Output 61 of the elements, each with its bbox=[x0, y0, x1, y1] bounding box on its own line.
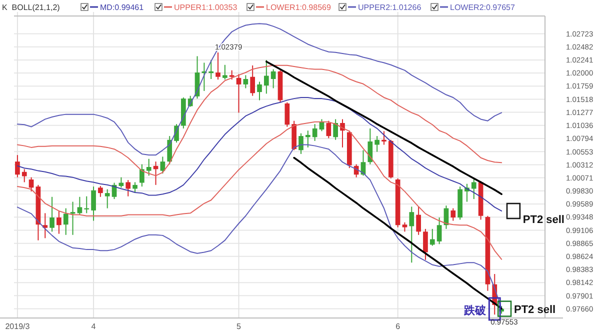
candlestick bbox=[298, 132, 304, 154]
candlestick bbox=[222, 64, 228, 80]
candlestick bbox=[132, 182, 138, 194]
candlestick bbox=[423, 228, 428, 260]
candlestick bbox=[160, 156, 166, 174]
candlestick bbox=[77, 196, 82, 216]
candlestick bbox=[91, 186, 96, 222]
candlestick bbox=[146, 158, 152, 176]
x-tick-label: 6 bbox=[396, 322, 401, 331]
candlestick bbox=[243, 74, 248, 89]
candlestick bbox=[382, 130, 386, 146]
candlestick bbox=[471, 178, 476, 200]
text: PT2 sell bbox=[522, 214, 564, 226]
candlestick bbox=[104, 188, 110, 209]
candlestick bbox=[270, 68, 276, 89]
candlestick bbox=[450, 208, 456, 222]
legend-label: UPPER2:1.01266 bbox=[358, 3, 422, 12]
line-series bbox=[16, 96, 502, 212]
candlestick bbox=[216, 52, 220, 80]
candlestick bbox=[326, 120, 332, 139]
legend-title: K BOLL(21,1,2) bbox=[2, 3, 60, 12]
candlestick bbox=[236, 74, 242, 114]
candlestick bbox=[402, 222, 408, 232]
candlestick bbox=[50, 196, 54, 232]
candlestick bbox=[84, 196, 90, 214]
legend-label: LOWER1:0.98569 bbox=[266, 3, 332, 12]
candlestick bbox=[305, 130, 310, 148]
legend-label: MD:0.99461 bbox=[100, 3, 144, 12]
candlestick bbox=[22, 168, 27, 183]
candlestick bbox=[312, 124, 318, 142]
candlestick bbox=[98, 186, 103, 198]
candlestick bbox=[15, 154, 20, 178]
candlestick bbox=[374, 136, 380, 152]
candlestick bbox=[430, 228, 435, 246]
candlestick bbox=[284, 102, 290, 128]
candlestick bbox=[167, 136, 172, 165]
candlestick bbox=[436, 217, 442, 245]
line-series bbox=[16, 121, 502, 260]
candlestick bbox=[229, 70, 234, 80]
candlestick bbox=[140, 164, 144, 188]
candlestick bbox=[28, 176, 34, 192]
candlestick bbox=[56, 210, 62, 234]
candlestick bbox=[42, 212, 48, 239]
legend-label: UPPER1:1.00353 bbox=[174, 3, 238, 12]
candlestick bbox=[409, 206, 414, 264]
x-tick-label: 4 bbox=[91, 322, 96, 331]
candlestick bbox=[416, 206, 421, 236]
candlestick bbox=[63, 208, 68, 236]
candlestick bbox=[208, 59, 214, 80]
text: PT2 sell bbox=[514, 304, 556, 316]
annotation: 跌破 bbox=[463, 304, 488, 317]
candlestick bbox=[333, 118, 338, 140]
line-series bbox=[266, 60, 502, 196]
candlestick bbox=[257, 81, 262, 101]
candlestick bbox=[126, 180, 131, 197]
candlestick bbox=[368, 128, 373, 165]
candlestick bbox=[250, 64, 256, 96]
x-tick-label: 5 bbox=[236, 322, 242, 331]
x-tick-label: 2019/3 bbox=[5, 322, 30, 331]
candlestick bbox=[264, 59, 269, 94]
legend-label: LOWER2:0.97657 bbox=[450, 3, 516, 12]
